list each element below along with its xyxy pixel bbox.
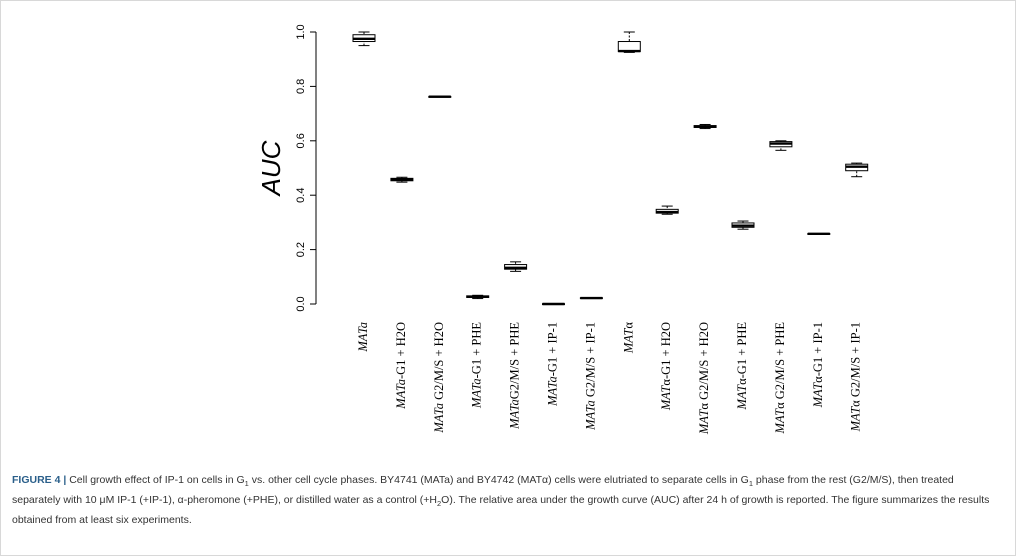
y-tick-label: 0.0 — [295, 296, 307, 311]
caption-text-4: O). The relative area under the growth c… — [12, 494, 990, 527]
x-tick-label: MATα G2/M/S + H2O — [697, 322, 711, 435]
box-9 — [655, 205, 679, 215]
box-3 — [428, 95, 452, 98]
caption-text-1: Cell growth effect of IP-1 on cells in G — [66, 474, 245, 486]
box-11 — [731, 220, 755, 230]
caption-subscript-2: 1 — [748, 479, 754, 489]
caption-subscript-1: 1 — [244, 479, 249, 489]
x-tick-label: MATa-G1 + IP-1 — [545, 322, 559, 407]
y-axis-label: AUC — [256, 140, 286, 197]
x-tick-label: MATα-G1 + PHE — [735, 322, 749, 411]
x-tick-label: MATα G2/M/S + IP-1 — [849, 322, 863, 432]
y-tick-label: 1.0 — [295, 24, 307, 39]
box-6 — [542, 302, 565, 306]
box-10 — [693, 123, 717, 130]
box-7 — [579, 296, 603, 300]
boxplot-chart: AUC 0.0 0.2 0.4 0.6 0.8 1.0 MATa MATa-G1 + H2O… — [256, 24, 869, 436]
box-group — [352, 31, 869, 306]
y-tick-label: 0.2 — [295, 242, 307, 257]
x-tick-label: MATa-G1 + PHE — [470, 322, 484, 409]
figure-caption: FIGURE 4 | Cell growth effect of IP-1 on… — [12, 472, 1002, 528]
x-tick-label: MATα — [621, 322, 635, 355]
box-1 — [352, 31, 376, 47]
y-tick-label: 0.8 — [295, 79, 307, 94]
x-tick-label: MATa G2/M/S + IP-1 — [583, 322, 597, 431]
box-13 — [807, 232, 831, 236]
box-14 — [845, 162, 869, 178]
box-5 — [504, 261, 528, 272]
caption-text-2: vs. other cell cycle phases. BY4741 (MAT… — [248, 474, 749, 486]
y-axis: 0.0 0.2 0.4 0.6 0.8 1.0 — [295, 24, 317, 312]
y-tick-label: 0.4 — [295, 188, 307, 203]
caption-subscript-3: 2 — [437, 499, 442, 509]
figure-label: FIGURE 4 | — [12, 474, 67, 486]
caption-text-3: phase from the rest (G2/M/S), then treat… — [12, 474, 954, 507]
x-tick-label: MATa-G1 + H2O — [394, 322, 408, 410]
x-tick-label: MATα G2/M/S + PHE — [773, 322, 787, 435]
x-tick-label: MATaG2/M/S + PHE — [507, 322, 521, 430]
box-12 — [769, 140, 793, 151]
box-2 — [390, 176, 414, 183]
x-tick-label: MATα-G1 + IP-1 — [811, 322, 825, 408]
box-4 — [466, 294, 490, 300]
x-tick-label: MATa G2/M/S + H2O — [432, 322, 446, 434]
y-tick-label: 0.6 — [295, 133, 307, 148]
x-tick-labels: MATa MATa-G1 + H2O MATa G2/M/S + H2O MATa-G… — [356, 322, 863, 436]
x-tick-label: MATα-G1 + H2O — [659, 322, 673, 411]
x-tick-label: MATa — [356, 322, 370, 353]
box-8 — [617, 31, 641, 53]
